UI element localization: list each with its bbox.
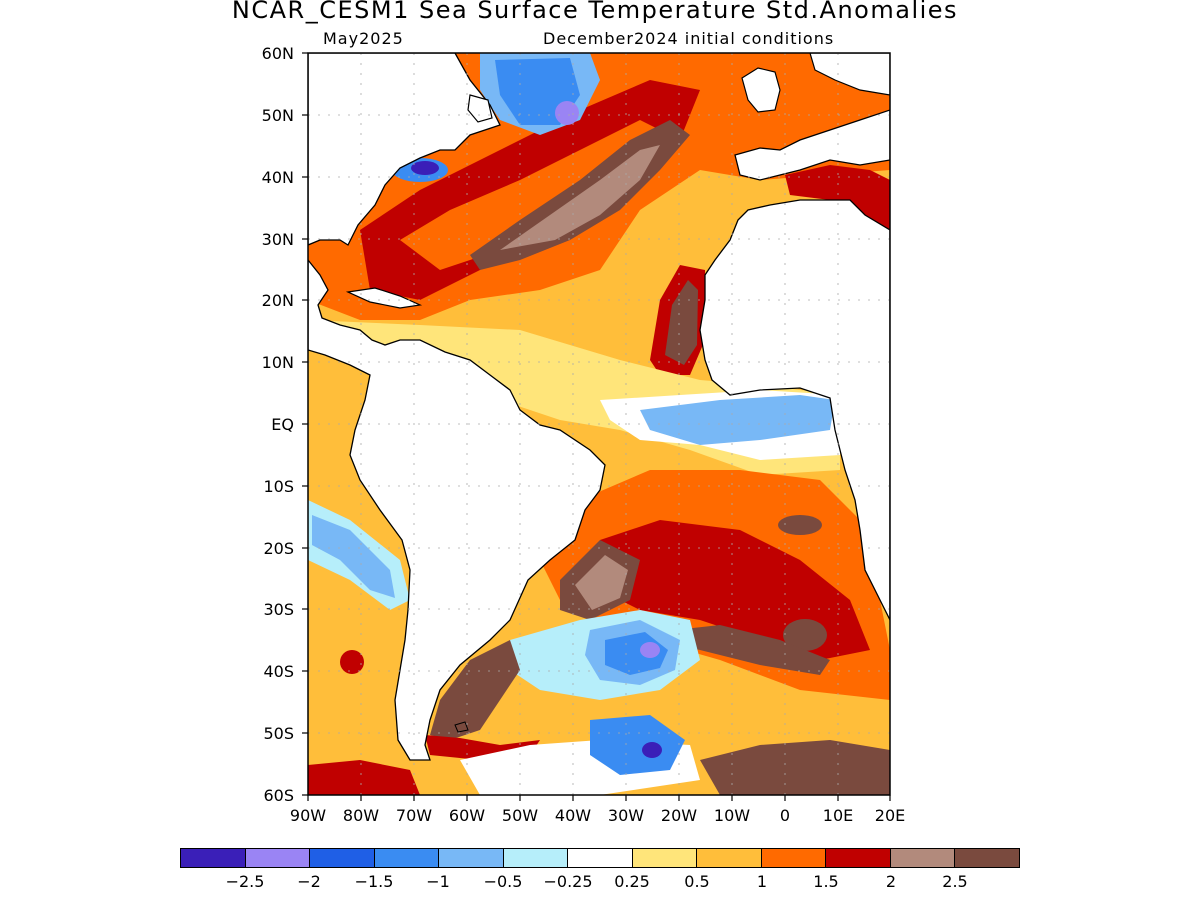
lat-label-10s: 10S [263, 477, 294, 496]
colorbar-label: 2 [885, 872, 897, 891]
lat-label-eq: EQ [271, 415, 294, 434]
colorbar-label: 1 [756, 872, 768, 891]
land-scandinavia [809, 53, 890, 96]
land-central-america [308, 258, 606, 761]
anomaly-red-southern-west [308, 760, 420, 795]
anomaly-cold-gulfstream-core [411, 161, 439, 175]
tick-marks [302, 52, 891, 801]
anomaly-brown-south-2 [778, 515, 822, 535]
colorbar-swatch [374, 849, 440, 867]
colorbar-label: 2.5 [942, 872, 968, 891]
land-europe-africa [699, 199, 890, 621]
lat-label-60n: 60N [261, 44, 294, 63]
colorbar-swatch [310, 849, 375, 867]
colorbar-label: −0.25 [543, 872, 593, 891]
land-falklands [454, 721, 469, 733]
lon-label-0: 0 [779, 806, 791, 825]
anomaly-brown-south-4 [675, 625, 830, 675]
anomaly-lightblue-equator [640, 395, 835, 445]
anomaly-purple-southern [642, 742, 662, 758]
lat-label-50s: 50S [263, 724, 294, 743]
colorbar-label: 0.25 [614, 872, 650, 891]
anomaly-brown-south-3 [783, 619, 827, 651]
colorbar-label: 1.5 [813, 872, 839, 891]
lon-label-90w: 90W [289, 806, 327, 825]
land-british-isles [741, 67, 781, 113]
colorbar-swatch [826, 849, 891, 867]
colorbar-label: 0.5 [684, 872, 710, 891]
colorbar-label: −2.5 [225, 872, 265, 891]
anomaly-brown-southern-east [700, 740, 890, 795]
lat-label-40n: 40N [261, 168, 294, 187]
land-cuba [345, 287, 423, 309]
chart-title: NCAR_CESM1 Sea Surface Temperature Std.A… [231, 0, 959, 24]
lat-label-40s: 40S [263, 662, 294, 681]
lon-label-40w: 40W [554, 806, 592, 825]
lat-label-60s: 60S [263, 786, 294, 805]
map-field [308, 53, 890, 795]
anomaly-purple-south [640, 642, 660, 658]
lat-label-30s: 30S [263, 600, 294, 619]
lon-label-60w: 60W [448, 806, 486, 825]
lon-label-10w: 10W [713, 806, 751, 825]
colorbar-label: −0.5 [483, 872, 523, 891]
lon-label-50w: 50W [501, 806, 539, 825]
lon-label-80w: 80W [342, 806, 380, 825]
colorbar-swatch [955, 849, 1019, 867]
lon-label-70w: 70W [395, 806, 433, 825]
graticule [308, 53, 890, 795]
colorbar-swatch [245, 849, 311, 867]
colorbar-label: −2 [297, 872, 321, 891]
colorbar-swatch [439, 849, 504, 867]
anomaly-red-southpacific [340, 650, 364, 674]
land-iberia-north-europe [734, 109, 890, 181]
land-newfoundland [467, 94, 493, 123]
colorbar-swatch [761, 849, 827, 867]
colorbar-swatch [568, 849, 633, 867]
anomaly-rose-south-1 [575, 555, 628, 610]
lon-label-30w: 30W [607, 806, 645, 825]
lat-label-50n: 50N [261, 106, 294, 125]
lat-label-10n: 10N [261, 353, 294, 372]
colorbar-swatch [181, 849, 246, 867]
lon-label-20e: 20E [874, 806, 906, 825]
anomaly-purple-labrador [555, 101, 579, 125]
anomaly-brown-argentina [430, 640, 520, 740]
anomaly-brown-canary-core [665, 280, 698, 365]
colorbar-swatch [890, 849, 956, 867]
colorbar-label: −1.5 [354, 872, 394, 891]
lon-label-20w: 20W [660, 806, 698, 825]
lon-label-10e: 10E [822, 806, 854, 825]
colorbar-label: −1 [426, 872, 450, 891]
lat-label-20s: 20S [263, 539, 294, 558]
initial-conditions: December2024 initial conditions [543, 29, 835, 48]
anomaly-blue-southern [590, 715, 685, 775]
colorbar-swatch [697, 849, 762, 867]
anomaly-blue-pacific [312, 515, 395, 598]
lat-label-20n: 20N [261, 291, 294, 310]
lat-label-30n: 30N [261, 230, 294, 249]
anomaly-rose-north [500, 145, 660, 250]
colorbar-swatch [632, 849, 698, 867]
colorbar [180, 848, 1020, 868]
forecast-month: May2025 [323, 29, 404, 48]
anomaly-orange-inner [400, 120, 660, 270]
colorbar-swatch [503, 849, 569, 867]
